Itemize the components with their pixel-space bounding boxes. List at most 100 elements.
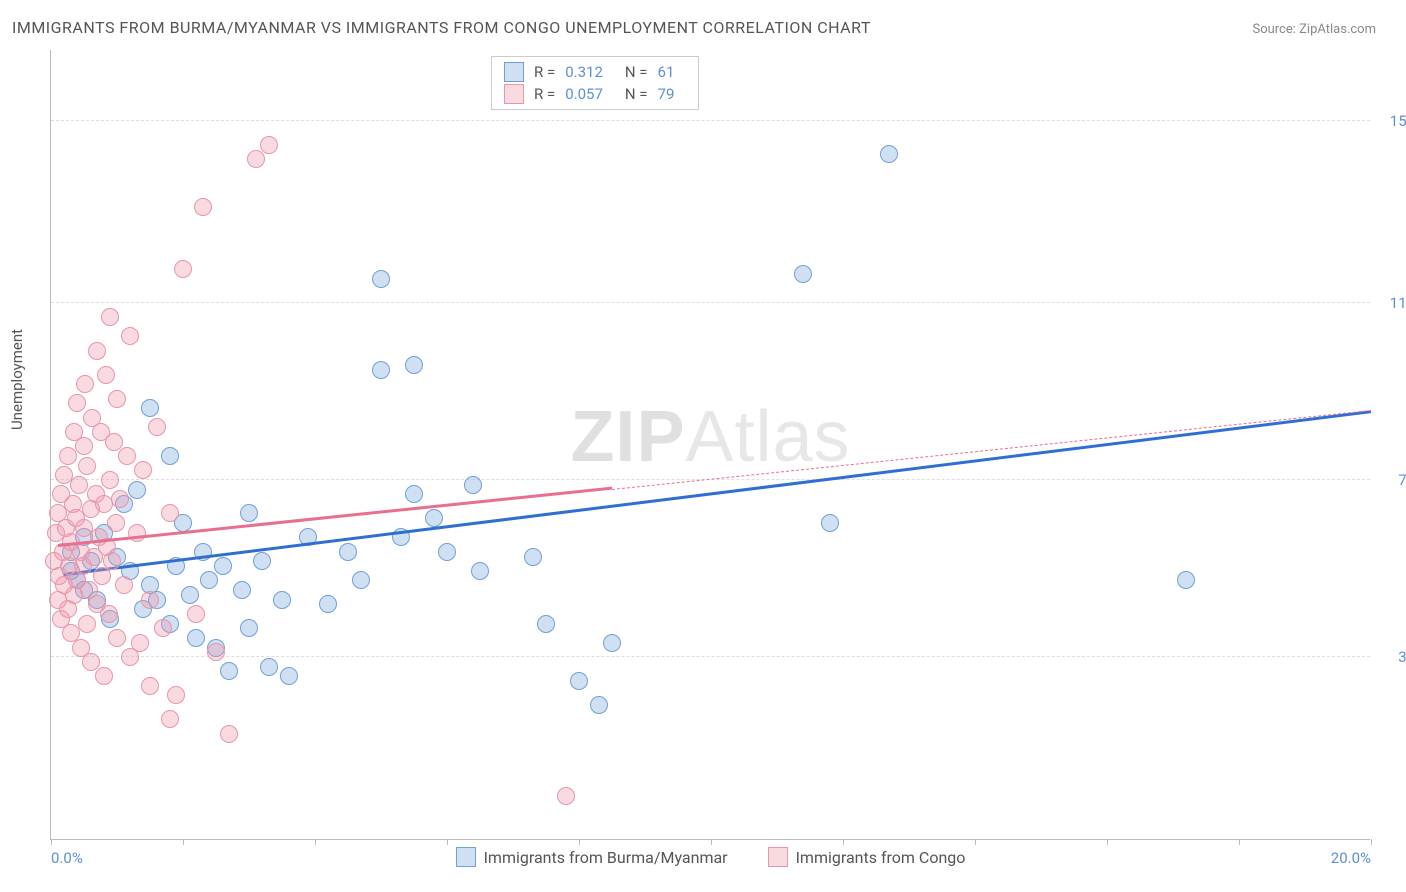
data-point-congo — [78, 615, 96, 633]
y-axis-label: Unemployment — [8, 329, 26, 430]
data-point-congo — [260, 136, 278, 154]
data-point-congo — [97, 366, 115, 384]
data-point-congo — [557, 787, 575, 805]
series-legend: Immigrants from Burma/Myanmar Immigrants… — [51, 847, 1370, 871]
y-tick-label: 7.5% — [1375, 471, 1406, 489]
x-tick-mark — [315, 839, 316, 845]
trendline-burma — [64, 410, 1371, 575]
data-point-congo — [59, 447, 77, 465]
gridline — [51, 302, 1370, 303]
watermark-light: Atlas — [685, 396, 850, 476]
data-point-burma — [821, 514, 839, 532]
data-point-congo — [134, 461, 152, 479]
data-point-burma — [880, 145, 898, 163]
data-point-congo — [101, 471, 119, 489]
data-point-congo — [108, 629, 126, 647]
series-name-congo: Immigrants from Congo — [796, 848, 966, 867]
data-point-congo — [101, 308, 119, 326]
data-point-congo — [78, 457, 96, 475]
data-point-burma — [471, 562, 489, 580]
data-point-burma — [128, 481, 146, 499]
data-point-burma — [372, 270, 390, 288]
y-tick-label: 11.2% — [1375, 294, 1406, 312]
y-tick-label: 3.8% — [1375, 648, 1406, 666]
swatch-congo — [504, 84, 524, 104]
x-tick-mark — [183, 839, 184, 845]
legend-row-congo: R = 0.057 N = 79 — [504, 83, 686, 105]
x-tick-mark — [1371, 839, 1372, 845]
x-tick-mark — [843, 839, 844, 845]
data-point-burma — [372, 361, 390, 379]
data-point-congo — [115, 576, 133, 594]
data-point-congo — [95, 667, 113, 685]
data-point-congo — [82, 653, 100, 671]
data-point-burma — [260, 658, 278, 676]
data-point-congo — [174, 260, 192, 278]
data-point-congo — [95, 495, 113, 513]
data-point-congo — [131, 634, 149, 652]
data-point-burma — [141, 399, 159, 417]
data-point-burma — [273, 591, 291, 609]
correlation-legend: R = 0.312 N = 61 R = 0.057 N = 79 — [491, 56, 699, 110]
data-point-congo — [70, 476, 88, 494]
y-tick-label: 15.0% — [1375, 112, 1406, 130]
data-point-congo — [220, 725, 238, 743]
data-point-burma — [220, 662, 238, 680]
data-point-congo — [121, 327, 139, 345]
data-point-burma — [161, 447, 179, 465]
x-tick-mark — [51, 839, 52, 845]
data-point-burma — [524, 548, 542, 566]
n-label: N = — [625, 61, 648, 83]
legend-item-burma: Immigrants from Burma/Myanmar — [456, 847, 728, 867]
n-value-congo: 79 — [658, 83, 675, 105]
data-point-congo — [105, 433, 123, 451]
data-point-burma — [352, 571, 370, 589]
data-point-congo — [141, 591, 159, 609]
data-point-burma — [794, 265, 812, 283]
data-point-burma — [214, 557, 232, 575]
x-tick-mark — [1107, 839, 1108, 845]
data-point-burma — [280, 667, 298, 685]
data-point-burma — [537, 615, 555, 633]
data-point-burma — [187, 629, 205, 647]
swatch-burma — [456, 847, 476, 867]
trendline-ext-congo — [612, 410, 1371, 490]
series-name-burma: Immigrants from Burma/Myanmar — [484, 848, 728, 867]
data-point-burma — [425, 509, 443, 527]
x-tick-mark — [447, 839, 448, 845]
gridline — [51, 120, 1370, 121]
source-link[interactable]: ZipAtlas.com — [1299, 22, 1376, 37]
x-tick-label: 0.0% — [51, 849, 83, 867]
data-point-burma — [240, 504, 258, 522]
data-point-congo — [108, 390, 126, 408]
data-point-congo — [100, 605, 118, 623]
n-value-burma: 61 — [658, 61, 675, 83]
data-point-burma — [570, 672, 588, 690]
data-point-burma — [438, 543, 456, 561]
data-point-congo — [141, 677, 159, 695]
data-point-burma — [240, 619, 258, 637]
x-tick-label: 20.0% — [1331, 849, 1371, 867]
data-point-burma — [464, 476, 482, 494]
data-point-burma — [590, 696, 608, 714]
data-point-burma — [1177, 571, 1195, 589]
data-point-burma — [181, 586, 199, 604]
data-point-burma — [339, 543, 357, 561]
legend-row-burma: R = 0.312 N = 61 — [504, 61, 686, 83]
data-point-congo — [194, 198, 212, 216]
source-credit: Source: ZipAtlas.com — [1252, 22, 1376, 37]
data-point-congo — [247, 150, 265, 168]
data-point-burma — [405, 485, 423, 503]
chart-title: IMMIGRANTS FROM BURMA/MYANMAR VS IMMIGRA… — [12, 18, 871, 37]
source-prefix: Source: — [1252, 22, 1299, 37]
data-point-burma — [405, 356, 423, 374]
x-tick-mark — [1239, 839, 1240, 845]
x-tick-mark — [975, 839, 976, 845]
data-point-congo — [207, 643, 225, 661]
data-point-congo — [161, 710, 179, 728]
data-point-burma — [253, 552, 271, 570]
data-point-burma — [200, 571, 218, 589]
r-value-congo: 0.057 — [565, 83, 603, 105]
data-point-burma — [603, 634, 621, 652]
data-point-congo — [148, 418, 166, 436]
